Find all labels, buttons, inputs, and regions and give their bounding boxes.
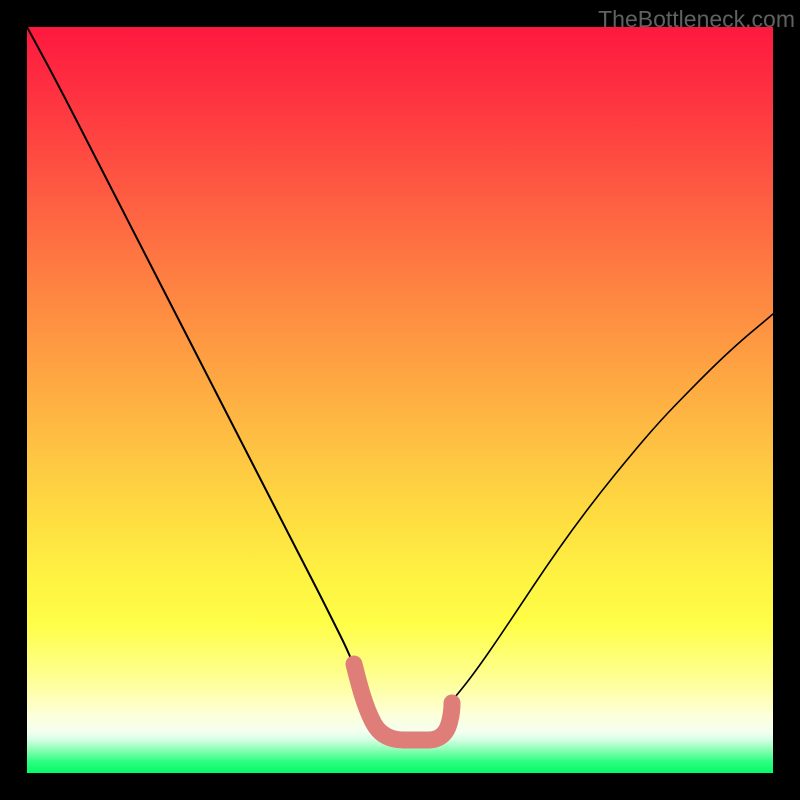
watermark-label: TheBottleneck.com <box>598 6 795 33</box>
gradient-plot-area <box>27 27 773 773</box>
chart-stage: TheBottleneck.com <box>0 0 800 800</box>
plot-svg <box>0 0 800 800</box>
